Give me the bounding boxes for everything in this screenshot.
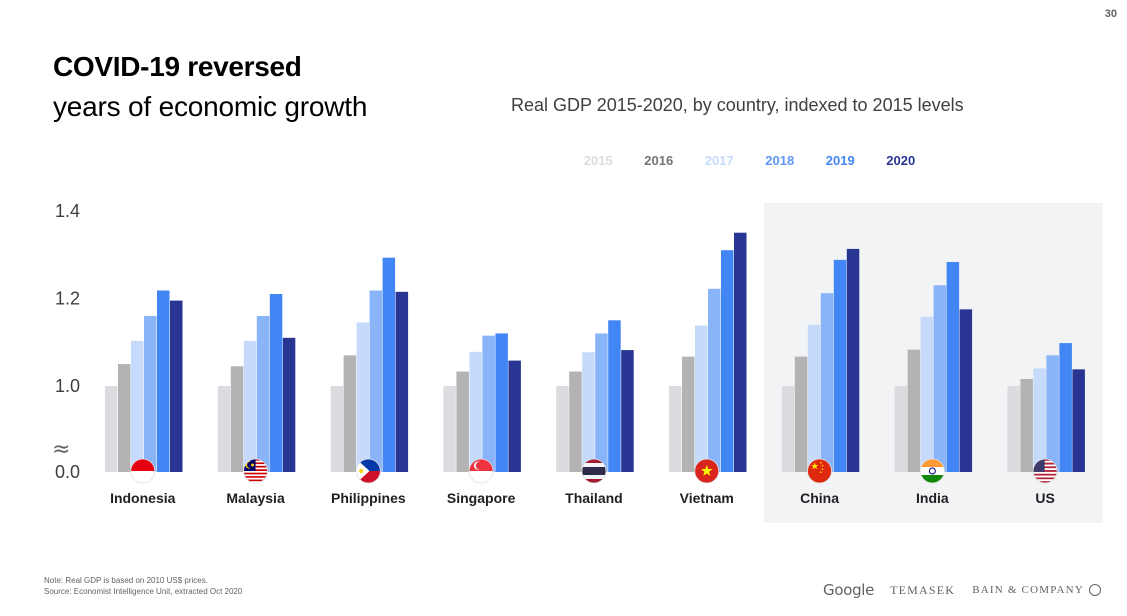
google-logo: Google — [823, 581, 875, 599]
bar-india-2018 — [933, 285, 947, 472]
bar-vietnam-2016 — [682, 356, 695, 472]
bar-us-2020 — [1072, 369, 1085, 472]
bar-thailand-2018 — [595, 333, 608, 472]
bar-india-2020 — [959, 309, 973, 472]
legend-2017: 2017 — [704, 153, 734, 168]
bar-thailand-2019 — [608, 320, 621, 472]
bar-us-2018 — [1046, 355, 1059, 472]
bar-china-2016 — [794, 356, 808, 472]
bar-us-2017 — [1033, 368, 1046, 472]
thailand-flag — [581, 458, 607, 484]
indonesia-flag — [130, 458, 156, 484]
category-label-malaysia: Malaysia — [226, 490, 285, 506]
bar-indonesia-2020 — [170, 300, 183, 472]
bar-vietnam-2019 — [721, 250, 734, 472]
bar-singapore-2020 — [508, 360, 521, 472]
bain-logo: BAIN & COMPANY — [972, 584, 1084, 596]
chart-title: Real GDP 2015-2020, by country, indexed … — [511, 95, 964, 115]
bar-philippines-2020 — [395, 291, 409, 472]
page-title: COVID-19 reversed — [53, 51, 302, 82]
y-tick-1.4: 1.4 — [55, 201, 80, 221]
china-flag — [807, 458, 832, 484]
bar-us-2015 — [1007, 386, 1020, 472]
bar-singapore-2019 — [495, 333, 508, 472]
bar-india-2019 — [946, 262, 960, 472]
bar-malaysia-2017 — [243, 340, 257, 472]
bar-china-2017 — [807, 324, 821, 472]
bar-thailand-2017 — [582, 352, 595, 472]
bar-malaysia-2015 — [217, 386, 231, 472]
legend-2019: 2019 — [825, 153, 855, 168]
axis-break-icon: ≈ — [52, 437, 70, 462]
bar-thailand-2020 — [621, 350, 634, 472]
category-label-philippines: Philippines — [331, 490, 406, 506]
bar-vietnam-2018 — [708, 288, 721, 472]
legend-2018: 2018 — [765, 153, 795, 168]
bar-malaysia-2018 — [256, 315, 270, 472]
category-label-india: India — [916, 490, 949, 506]
bar-us-2016 — [1020, 378, 1033, 472]
bar-philippines-2015 — [330, 386, 344, 472]
footnote-note: Note: Real GDP is based on 2010 US$ pric… — [44, 576, 208, 585]
bar-indonesia-2015 — [105, 386, 118, 472]
category-label-vietnam: Vietnam — [680, 490, 734, 506]
bar-india-2016 — [907, 349, 921, 472]
bar-india-2015 — [894, 386, 908, 472]
bar-malaysia-2019 — [269, 294, 283, 472]
singapore-flag — [468, 458, 494, 484]
bar-china-2018 — [820, 293, 834, 472]
category-label-us: US — [1035, 490, 1054, 506]
category-label-thailand: Thailand — [565, 490, 623, 506]
bar-philippines-2017 — [356, 322, 370, 472]
bain-compass-icon — [1088, 584, 1101, 596]
category-label-china: China — [800, 490, 839, 506]
bar-philippines-2019 — [382, 257, 396, 472]
malaysia-flag — [243, 458, 268, 484]
bar-china-2020 — [846, 248, 860, 472]
bar-philippines-2016 — [343, 355, 357, 472]
bar-vietnam-2017 — [695, 325, 708, 472]
bar-indonesia-2019 — [157, 290, 170, 472]
partner-logos: Google TEMASEK BAIN & COMPANY — [823, 581, 1101, 599]
bar-vietnam-2015 — [669, 386, 682, 472]
bar-singapore-2018 — [482, 335, 495, 472]
india-flag — [919, 458, 945, 484]
bar-philippines-2018 — [369, 290, 383, 472]
y-tick-1.0: 1.0 — [55, 376, 80, 396]
bar-india-2017 — [920, 316, 934, 472]
bar-malaysia-2016 — [230, 366, 244, 472]
y-tick-1.2: 1.2 — [55, 288, 80, 308]
bar-china-2015 — [781, 386, 795, 472]
legend-2015: 2015 — [583, 153, 613, 168]
legend-2016: 2016 — [644, 153, 674, 168]
footnote: Note: Real GDP is based on 2010 US$ pric… — [44, 575, 242, 597]
y-tick-0.0: 0.0 — [55, 462, 80, 482]
category-label-indonesia: Indonesia — [110, 490, 176, 506]
us-flag — [1032, 458, 1058, 484]
footnote-source: Source: Economist Intelligence Unit, ext… — [44, 587, 243, 596]
philippines-flag — [355, 458, 381, 484]
bar-thailand-2015 — [556, 386, 569, 472]
bar-indonesia-2017 — [131, 340, 144, 472]
bar-singapore-2016 — [456, 371, 469, 472]
bar-singapore-2017 — [469, 351, 482, 472]
bar-china-2019 — [833, 259, 847, 472]
temasek-logo: TEMASEK — [890, 582, 956, 597]
page-number: 30 — [1104, 8, 1117, 20]
bar-us-2019 — [1059, 343, 1072, 472]
category-label-singapore: Singapore — [447, 490, 516, 506]
bar-indonesia-2016 — [118, 364, 131, 472]
bar-vietnam-2020 — [734, 232, 747, 472]
bar-thailand-2016 — [569, 371, 582, 472]
legend-2020: 2020 — [886, 153, 916, 168]
page-subtitle-line: years of economic growth — [53, 91, 368, 122]
bar-singapore-2015 — [443, 386, 456, 472]
vietnam-flag — [694, 458, 720, 484]
chart-legend: 2015 2016 2017 2018 2019 2020 — [568, 153, 931, 171]
bar-indonesia-2018 — [144, 315, 157, 472]
bar-malaysia-2020 — [282, 337, 296, 472]
